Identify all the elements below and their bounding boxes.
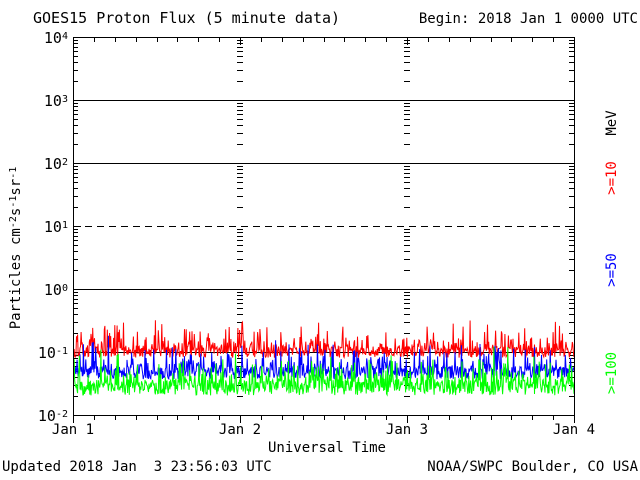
y-tick-label: 100: [43, 281, 68, 299]
data-series: [73, 320, 574, 397]
x-tick-label: Jan 4: [552, 422, 596, 438]
x-tick-label: Jan 3: [385, 422, 429, 438]
series-line-10: [73, 320, 574, 360]
x-axis-title: Universal Time: [267, 440, 386, 456]
updated-timestamp: Updated 2018 Jan 3 23:56:03 UTC: [2, 459, 272, 475]
x-tick-label: Jan 1: [51, 422, 95, 438]
y-tick-label: 10-1: [37, 344, 68, 362]
y-tick-label: 10-2: [37, 407, 68, 425]
plot-frame: [73, 37, 575, 416]
y-tick-label: 104: [43, 29, 68, 47]
legend-series-label: >=10: [604, 161, 620, 195]
y-tick-label: 103: [43, 92, 68, 110]
y-tick-label: 102: [43, 155, 68, 173]
legend-series-label: >=100: [604, 351, 620, 395]
x-tick-label: Jan 2: [218, 422, 262, 438]
source-attribution: NOAA/SWPC Boulder, CO USA: [427, 459, 638, 475]
page-title: GOES15 Proton Flux (5 minute data): [33, 9, 341, 27]
y-tick-label: 101: [43, 218, 68, 236]
gridlines: [73, 100, 574, 353]
legend-series-label: >=50: [604, 253, 620, 287]
series-line-100: [73, 346, 574, 397]
begin-time-label: Begin: 2018 Jan 1 0000 UTC: [418, 11, 638, 27]
series-line-50: [73, 335, 574, 381]
